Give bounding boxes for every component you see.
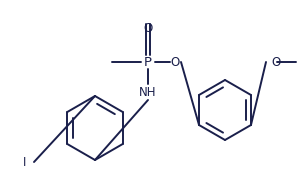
- Text: P: P: [144, 55, 152, 68]
- Text: NH: NH: [139, 86, 157, 99]
- Text: I: I: [23, 156, 26, 168]
- Text: O: O: [170, 55, 180, 68]
- Text: O: O: [271, 55, 280, 68]
- Text: O: O: [144, 22, 153, 35]
